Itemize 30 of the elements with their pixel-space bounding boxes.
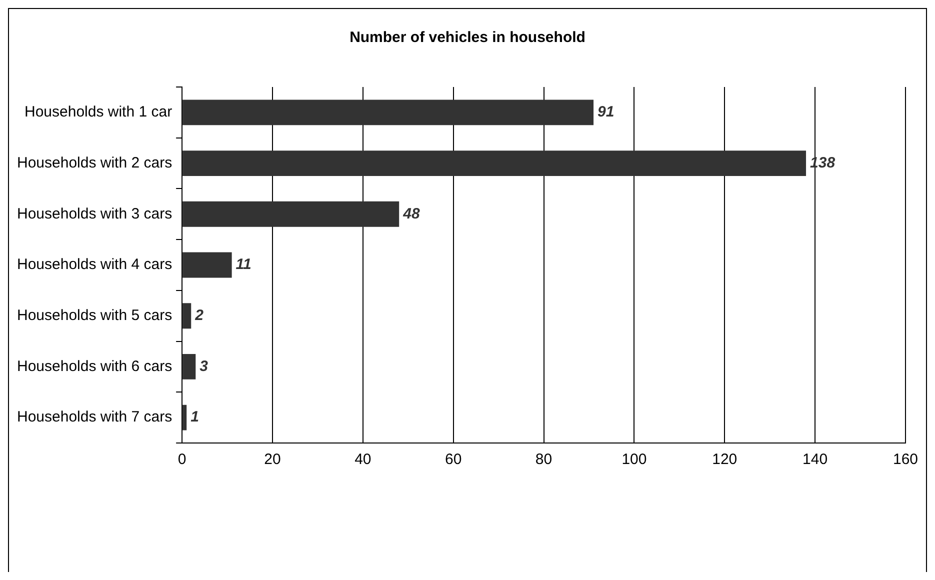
x-tick-label: 40 <box>354 451 372 468</box>
x-tick-label: 20 <box>264 451 281 468</box>
y-tick-label: Households with 3 cars <box>17 205 172 222</box>
x-tick-label: 0 <box>178 451 186 468</box>
bar <box>182 150 806 176</box>
x-tick-label: 140 <box>802 451 828 468</box>
bar <box>182 404 187 430</box>
y-tick-label: Households with 4 cars <box>17 256 172 274</box>
data-label: 1 <box>190 408 199 426</box>
data-label: 48 <box>402 205 420 222</box>
y-tick-label: Households with 5 cars <box>17 307 172 324</box>
bar <box>182 354 196 380</box>
bar <box>182 201 400 227</box>
y-tick-label: Households with 6 cars <box>17 358 172 375</box>
x-tick-label: 120 <box>712 451 738 468</box>
bar <box>182 100 594 126</box>
data-label: 11 <box>236 256 252 274</box>
y-tick-label: Households with 1 car <box>24 104 172 121</box>
data-label: 2 <box>194 307 204 324</box>
y-tick-label: Households with 2 cars <box>17 154 172 172</box>
x-tick-label: 60 <box>445 451 462 468</box>
data-label: 91 <box>598 104 614 121</box>
x-tick-label: 160 <box>892 451 918 468</box>
y-tick-label: Households with 7 cars <box>17 408 172 426</box>
x-tick-label: 80 <box>535 451 552 468</box>
x-tick-label: 100 <box>622 451 647 468</box>
chart-title: Number of vehicles in household <box>350 29 586 46</box>
bar <box>182 252 232 278</box>
data-label: 3 <box>200 358 209 375</box>
bar <box>182 303 192 329</box>
